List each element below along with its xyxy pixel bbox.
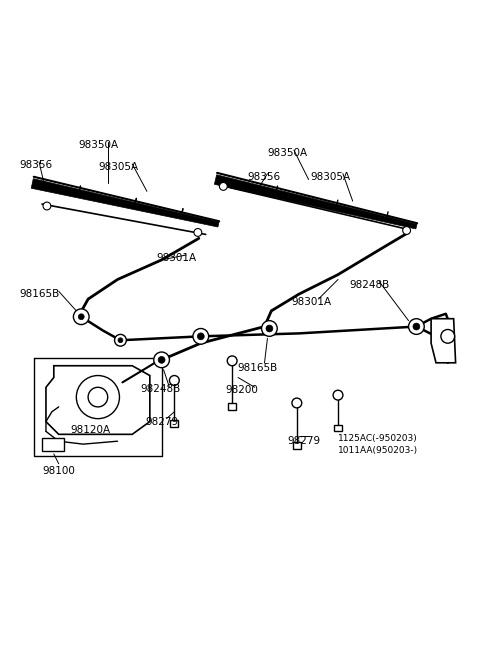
- Circle shape: [266, 325, 273, 332]
- Circle shape: [262, 321, 277, 336]
- Text: 1011AA(950203-): 1011AA(950203-): [338, 446, 418, 455]
- Text: 98350A: 98350A: [267, 148, 308, 158]
- Circle shape: [76, 376, 120, 419]
- Text: 1125AC(-950203): 1125AC(-950203): [338, 434, 418, 443]
- Text: 98305A: 98305A: [311, 171, 351, 182]
- Circle shape: [403, 227, 410, 235]
- Text: 98248B: 98248B: [350, 279, 390, 290]
- Polygon shape: [334, 424, 342, 432]
- Text: 98279: 98279: [287, 436, 320, 446]
- Text: 98165B: 98165B: [20, 289, 60, 300]
- Polygon shape: [228, 403, 236, 410]
- Circle shape: [413, 323, 420, 330]
- Circle shape: [194, 229, 202, 237]
- Polygon shape: [42, 438, 63, 451]
- Polygon shape: [215, 175, 417, 229]
- Text: 98305A: 98305A: [98, 162, 138, 172]
- Text: 98350A: 98350A: [78, 141, 119, 150]
- Circle shape: [333, 390, 343, 400]
- Circle shape: [227, 356, 237, 366]
- Polygon shape: [31, 179, 219, 227]
- Text: 98248B: 98248B: [140, 384, 180, 394]
- Circle shape: [154, 352, 169, 368]
- Text: 98356: 98356: [20, 160, 53, 170]
- Circle shape: [197, 333, 204, 340]
- Text: 98200: 98200: [225, 386, 258, 396]
- Circle shape: [158, 357, 165, 363]
- Circle shape: [292, 398, 302, 408]
- Polygon shape: [46, 366, 150, 434]
- Circle shape: [169, 376, 179, 386]
- Circle shape: [43, 202, 51, 210]
- Circle shape: [115, 334, 126, 346]
- Text: 98100: 98100: [42, 466, 75, 476]
- Polygon shape: [293, 442, 301, 449]
- Circle shape: [78, 314, 84, 320]
- Polygon shape: [431, 319, 456, 363]
- Text: 98301A: 98301A: [291, 297, 331, 307]
- Text: 98165B: 98165B: [237, 363, 277, 373]
- Circle shape: [73, 309, 89, 325]
- Circle shape: [193, 328, 209, 344]
- Circle shape: [219, 183, 227, 191]
- Circle shape: [408, 319, 424, 334]
- Circle shape: [118, 338, 123, 343]
- Circle shape: [441, 329, 455, 343]
- Text: 98301A: 98301A: [156, 253, 197, 263]
- Circle shape: [88, 387, 108, 407]
- Text: 98120A: 98120A: [71, 424, 110, 434]
- Polygon shape: [170, 420, 178, 426]
- Text: 98279: 98279: [145, 417, 178, 426]
- Text: 98356: 98356: [248, 171, 281, 182]
